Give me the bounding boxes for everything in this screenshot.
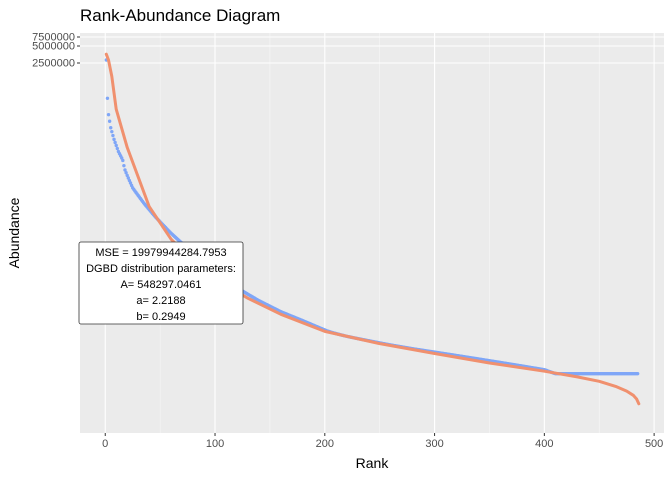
x-tick-label: 500: [645, 438, 663, 450]
data-point: [107, 119, 112, 123]
annotation-param-A: A= 548297.0461: [120, 279, 201, 291]
annotation-background: [78, 241, 244, 325]
data-point: [123, 168, 127, 172]
x-tick-label: 0: [102, 438, 108, 450]
x-tick-label: 300: [425, 438, 443, 450]
chart-title: Rank-Abundance Diagram: [80, 6, 280, 25]
grid-major-x: [104, 33, 655, 433]
y-tick-label: 2500000: [32, 58, 75, 70]
annotation-params-heading: DGBD distribution parameters:: [86, 263, 236, 275]
data-point: [113, 140, 117, 145]
grid-major-y: [80, 36, 664, 64]
data-point: [125, 173, 129, 178]
dgbd-fit-curve: [104, 52, 641, 406]
data-point: [109, 126, 113, 130]
x-axis-title: Rank: [356, 455, 390, 471]
x-axis-ticks: 0 100 200 300 400 500: [102, 433, 663, 450]
data-point: [105, 96, 110, 100]
data-point: [122, 163, 126, 168]
y-axis-title: Abundance: [6, 197, 22, 268]
y-tick-label: 5000000: [32, 41, 75, 53]
data-point: [112, 137, 116, 142]
grid-minor-x: [159, 33, 600, 433]
y-tick-label: 7500000: [32, 32, 75, 44]
data-point: [111, 133, 115, 138]
plot-panel: [80, 33, 664, 433]
data-point: [121, 158, 125, 163]
x-tick-label: 200: [316, 438, 334, 450]
data-point: [115, 146, 120, 151]
annotation-box: MSE = 19979944284.7953 DGBD distribution…: [78, 241, 244, 325]
annotation-mse: MSE = 19979944284.7953: [95, 247, 226, 259]
data-point: [106, 112, 111, 117]
data-point: [124, 171, 128, 175]
data-point: [114, 143, 118, 148]
data-point: [635, 371, 640, 376]
x-tick-label: 400: [535, 438, 553, 450]
data-point: [110, 129, 114, 134]
annotation-param-a: a= 2.2188: [136, 295, 185, 307]
x-tick-label: 100: [206, 438, 224, 450]
annotation-param-b: b= 0.2949: [136, 311, 185, 323]
